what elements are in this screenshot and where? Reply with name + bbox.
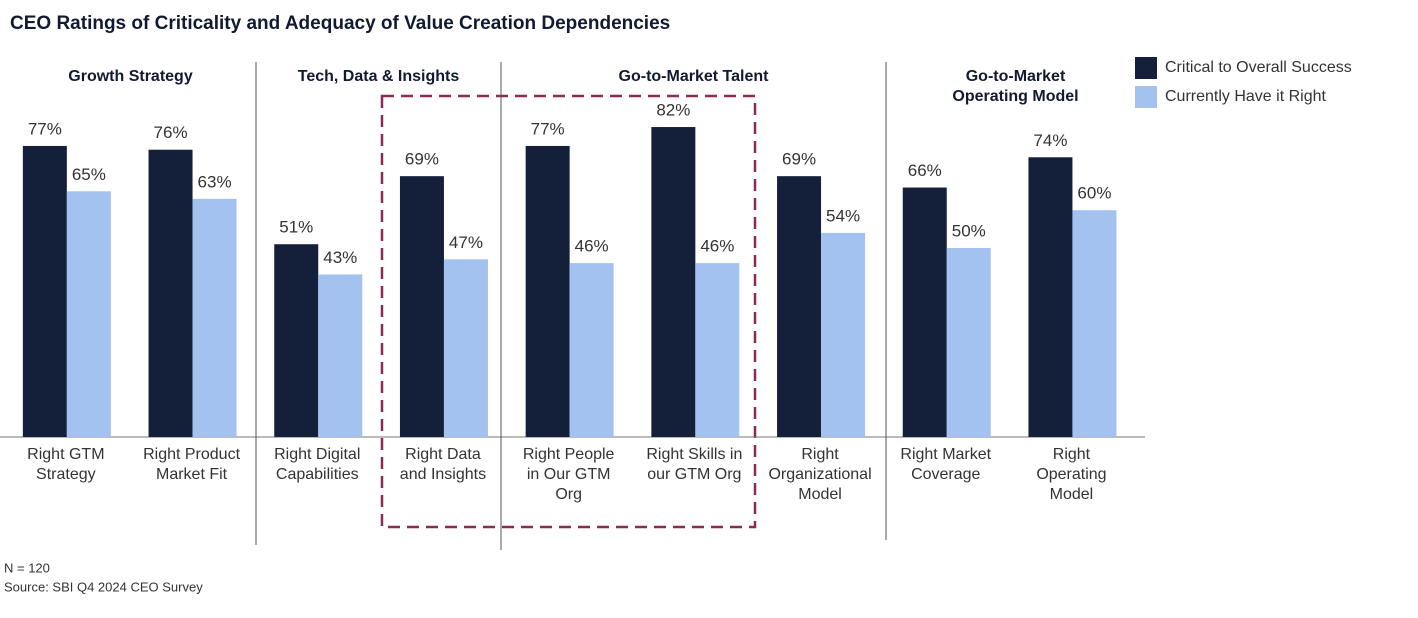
x-tick-label: Market Fit [156,466,228,483]
legend-label: Currently Have it Right [1165,88,1327,105]
x-tick-label: and Insights [400,466,486,483]
bar [443,259,488,437]
x-tick-label: Right Digital [274,446,360,463]
value-label: 43% [323,248,357,267]
legend-label: Critical to Overall Success [1165,59,1352,76]
bar [192,198,237,437]
group-label: Go-to-Market [966,68,1066,85]
legend-swatch [1135,57,1157,79]
chart-title: CEO Ratings of Criticality and Adequacy … [10,13,670,34]
x-tick-label: Right Data [405,446,481,463]
x-tick-label: Model [1050,486,1094,503]
value-label: 76% [154,123,188,142]
value-label: 82% [656,101,690,120]
bar [66,191,111,437]
x-tick-label: our GTM Org [647,466,741,483]
bar [318,274,363,437]
bar [22,145,67,437]
x-tick-label: Capabilities [276,466,359,483]
legend-swatch [1135,86,1157,108]
group-label: Go-to-Market Talent [619,68,770,85]
bar [777,176,822,437]
value-label: 47% [449,233,483,252]
value-label: 74% [1033,131,1067,150]
bar [1028,157,1073,437]
value-label: 77% [531,119,565,138]
x-tick-label: Right GTM [27,446,104,463]
value-label: 60% [1077,184,1111,203]
x-tick-label: Operating [1036,466,1106,483]
bar [399,176,444,437]
highlight-box [380,94,757,529]
x-tick-label: Right People [523,446,615,463]
x-tick-label: Org [555,486,582,503]
x-tick-label: in Our GTM [527,466,611,483]
bar [651,127,696,437]
note: N = 120 [4,560,50,575]
value-label: 66% [908,161,942,180]
value-label: 54% [826,206,860,225]
bar [821,232,866,437]
x-tick-label: Organizational [768,466,871,483]
x-tick-label: Right Product [143,446,240,463]
value-label: 46% [575,237,609,256]
bar [902,187,947,437]
bar [1072,210,1117,437]
bar [569,263,614,437]
value-label: 77% [28,119,62,138]
value-label: 65% [72,165,106,184]
value-label: 69% [405,150,439,169]
bar [525,145,570,437]
x-tick-label: Right Skills in [646,446,742,463]
group-label: Operating Model [952,88,1078,105]
bar [274,244,319,437]
bar [695,263,740,437]
x-tick-label: Model [798,486,842,503]
bar [946,248,991,437]
x-tick-label: Right [1053,446,1091,463]
x-tick-label: Coverage [911,466,980,483]
x-tick-label: Right Market [900,446,991,463]
value-label: 69% [782,150,816,169]
x-tick-label: Right [801,446,839,463]
bar [148,149,193,437]
value-label: 63% [198,172,232,191]
group-label: Growth Strategy [68,68,193,85]
value-label: 46% [700,237,734,256]
value-label: 50% [952,221,986,240]
group-label: Tech, Data & Insights [298,68,460,85]
note: Source: SBI Q4 2024 CEO Survey [4,579,203,594]
value-label: 51% [279,218,313,237]
x-tick-label: Strategy [36,466,96,483]
